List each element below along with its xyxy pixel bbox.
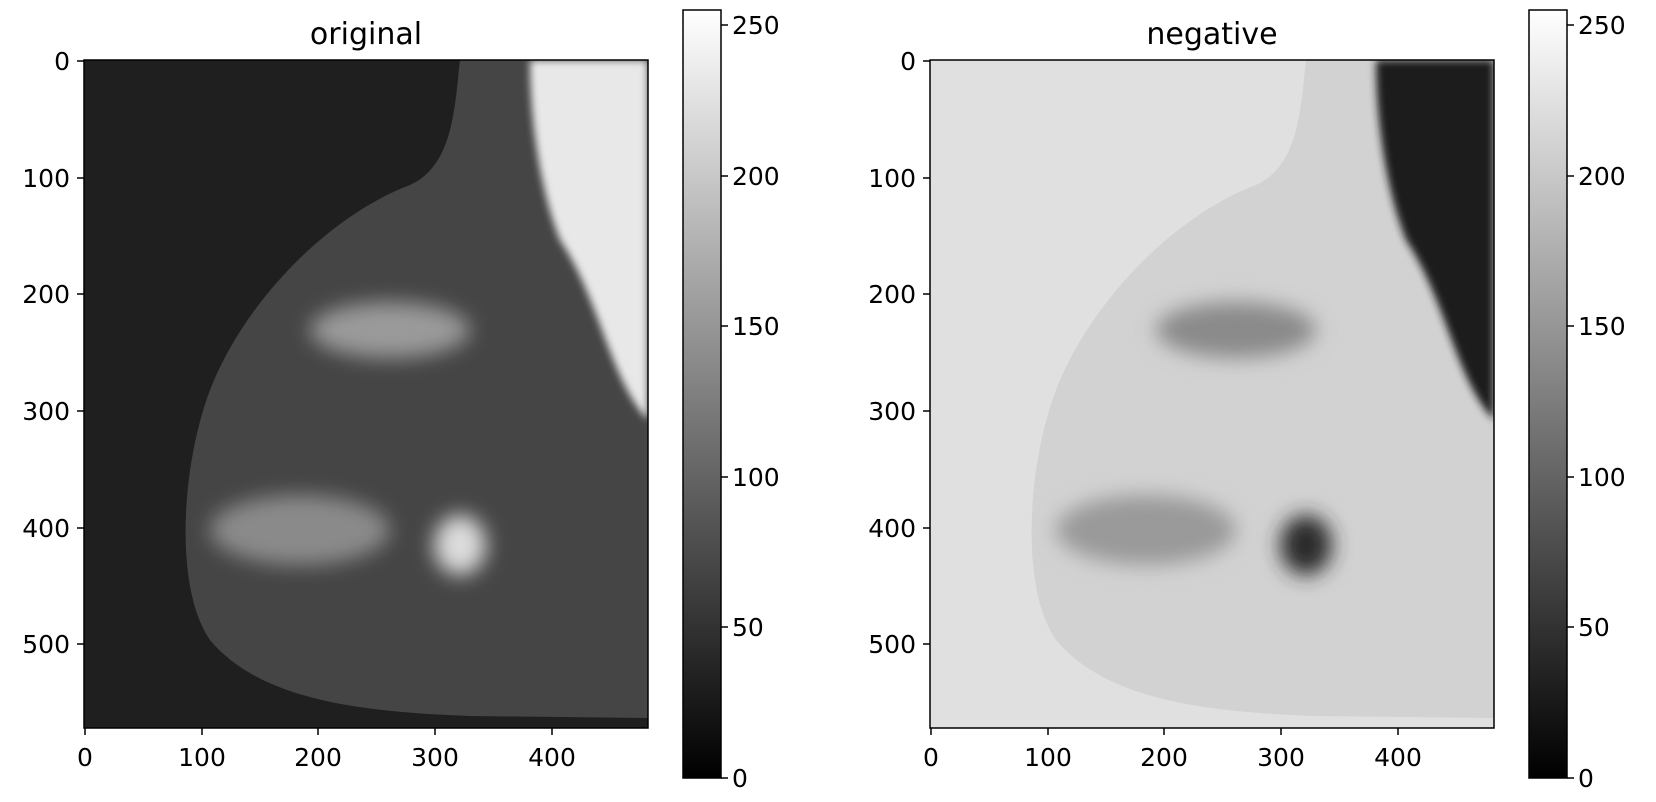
colorbar-tick-label: 0 xyxy=(732,764,748,793)
x-tick-label: 400 xyxy=(1374,743,1422,772)
colorbar-tick-label: 150 xyxy=(732,312,780,341)
colorbar: 0 50 100 150 200 250 xyxy=(682,9,780,793)
y-tick-label: 400 xyxy=(868,514,916,543)
y-tick-label: 100 xyxy=(22,164,70,193)
y-tick-label: 300 xyxy=(868,397,916,426)
x-tick-label: 100 xyxy=(1024,743,1072,772)
colorbar-tick-label: 100 xyxy=(732,463,780,492)
colorbar-tick-label: 50 xyxy=(1578,613,1610,642)
panel-negative: negative 0 100 200 300 400 500 xyxy=(868,9,1626,793)
y-tick-label: 400 xyxy=(22,514,70,543)
x-tick-label: 400 xyxy=(528,743,576,772)
colorbar-tick-label: 0 xyxy=(1578,764,1594,793)
colorbar-gradient xyxy=(682,9,722,779)
colorbar-gradient xyxy=(1528,9,1568,779)
x-axis: 0 100 200 300 400 xyxy=(77,728,576,772)
panel-title: negative xyxy=(1146,17,1277,52)
x-tick-label: 200 xyxy=(294,743,342,772)
colorbar-tick-label: 150 xyxy=(1578,312,1626,341)
y-axis: 0 100 200 300 400 500 xyxy=(22,47,84,659)
colorbar-tick-label: 100 xyxy=(1578,463,1626,492)
x-tick-label: 300 xyxy=(1257,743,1305,772)
mammogram-image xyxy=(84,60,648,728)
x-tick-label: 300 xyxy=(411,743,459,772)
colorbar-tick-label: 250 xyxy=(732,11,780,40)
colorbar-tick-label: 200 xyxy=(1578,162,1626,191)
pectoral-muscle xyxy=(1376,60,1494,420)
mammogram-image xyxy=(930,60,1494,728)
y-tick-label: 500 xyxy=(22,630,70,659)
colorbar-tick-label: 250 xyxy=(1578,11,1626,40)
x-tick-label: 200 xyxy=(1140,743,1188,772)
y-axis: 0 100 200 300 400 500 xyxy=(868,47,930,659)
colorbar: 0 50 100 150 200 250 xyxy=(1528,9,1626,793)
x-tick-label: 100 xyxy=(178,743,226,772)
y-tick-label: 0 xyxy=(54,47,70,76)
dense-regions xyxy=(210,302,486,575)
x-tick-label: 0 xyxy=(77,743,93,772)
x-tick-label: 0 xyxy=(923,743,939,772)
colorbar-tick-label: 200 xyxy=(732,162,780,191)
y-tick-label: 500 xyxy=(868,630,916,659)
dense-regions xyxy=(1056,302,1332,575)
y-tick-label: 100 xyxy=(868,164,916,193)
axes-frame xyxy=(929,59,1495,729)
colorbar-tick-label: 50 xyxy=(732,613,764,642)
pectoral-muscle xyxy=(530,60,648,420)
y-tick-label: 200 xyxy=(22,280,70,309)
y-tick-label: 300 xyxy=(22,397,70,426)
y-tick-label: 200 xyxy=(868,280,916,309)
panel-title: original xyxy=(310,17,422,52)
panel-original: original 0 100 200 300 400 500 xyxy=(22,9,780,793)
y-tick-label: 0 xyxy=(900,47,916,76)
axes-frame xyxy=(83,59,649,729)
x-axis: 0 100 200 300 400 xyxy=(923,728,1422,772)
